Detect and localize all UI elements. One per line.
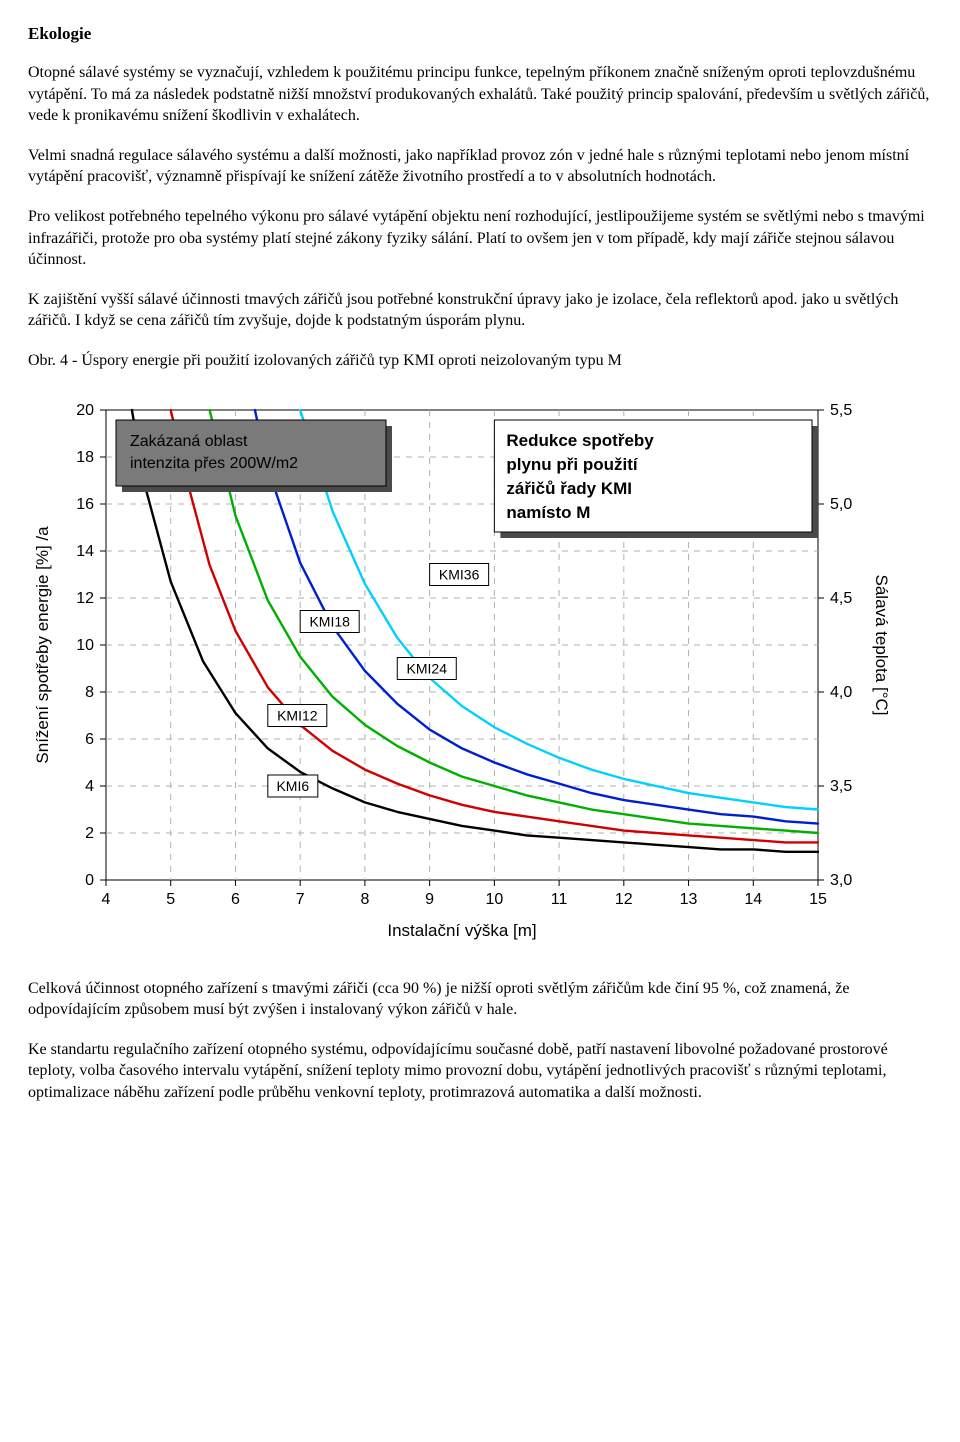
- svg-text:Instalační výška [m]: Instalační výška [m]: [387, 921, 536, 940]
- svg-text:KMI12: KMI12: [277, 707, 318, 723]
- svg-text:5,5: 5,5: [830, 402, 852, 419]
- paragraph: Otopné sálavé systémy se vyznačují, vzhl…: [28, 62, 932, 127]
- paragraph: Celková účinnost otopného zařízení s tma…: [28, 978, 932, 1021]
- svg-text:4: 4: [85, 778, 94, 795]
- svg-text:Sálavá teplota [°C]: Sálavá teplota [°C]: [872, 574, 888, 715]
- svg-text:3,5: 3,5: [830, 778, 852, 795]
- svg-text:intenzita přes 200W/m2: intenzita přes 200W/m2: [130, 455, 298, 472]
- svg-text:4,5: 4,5: [830, 590, 852, 607]
- svg-text:0: 0: [85, 872, 94, 889]
- svg-text:KMI6: KMI6: [276, 778, 309, 794]
- svg-text:4,0: 4,0: [830, 684, 852, 701]
- paragraph: Ke standartu regulačního zařízení otopné…: [28, 1039, 932, 1104]
- svg-text:Snížení spotřeby energie [%]: Snížení spotřeby energie [%] /a: [33, 525, 52, 763]
- svg-text:9: 9: [425, 891, 434, 908]
- svg-text:12: 12: [615, 891, 633, 908]
- svg-text:7: 7: [296, 891, 305, 908]
- svg-text:15: 15: [809, 891, 827, 908]
- svg-text:6: 6: [85, 731, 94, 748]
- svg-text:14: 14: [76, 543, 94, 560]
- svg-text:20: 20: [76, 402, 94, 419]
- svg-text:8: 8: [85, 684, 94, 701]
- svg-text:plynu při použití: plynu při použití: [506, 455, 639, 474]
- svg-text:5: 5: [166, 891, 175, 908]
- svg-text:11: 11: [551, 891, 568, 908]
- paragraph: K zajištění vyšší sálavé účinnosti tmavý…: [28, 289, 932, 332]
- svg-text:4: 4: [102, 891, 111, 908]
- svg-text:KMI24: KMI24: [407, 660, 448, 676]
- svg-text:10: 10: [76, 637, 94, 654]
- paragraph: Velmi snadná regulace sálavého systému a…: [28, 145, 932, 188]
- svg-text:KMI18: KMI18: [309, 613, 350, 629]
- svg-text:18: 18: [76, 449, 94, 466]
- svg-text:13: 13: [680, 891, 698, 908]
- svg-text:Redukce spotřeby: Redukce spotřeby: [506, 431, 654, 450]
- svg-text:KMI36: KMI36: [439, 566, 480, 582]
- svg-text:10: 10: [485, 891, 503, 908]
- line-chart-svg: 4 5 6 7 8 9 10 11 12 13 14 15 0 2 4 6 8 10 12 14 16 18 20 3,0 3,…: [28, 390, 888, 950]
- svg-text:8: 8: [360, 891, 369, 908]
- svg-text:6: 6: [231, 891, 240, 908]
- svg-text:3,0: 3,0: [830, 872, 852, 889]
- svg-text:12: 12: [76, 590, 94, 607]
- svg-text:zářičů řady KMI: zářičů řady KMI: [506, 479, 632, 498]
- page-title: Ekologie: [28, 24, 932, 44]
- svg-text:namísto M: namísto M: [506, 503, 590, 522]
- svg-text:14: 14: [744, 891, 762, 908]
- figure-caption: Obr. 4 - Úspory energie při použití izol…: [28, 350, 932, 372]
- svg-text:2: 2: [85, 825, 94, 842]
- svg-text:Zakázaná oblast: Zakázaná oblast: [130, 433, 248, 450]
- svg-text:16: 16: [76, 496, 94, 513]
- svg-text:5,0: 5,0: [830, 496, 852, 513]
- energy-savings-chart: 4 5 6 7 8 9 10 11 12 13 14 15 0 2 4 6 8 10 12 14 16 18 20 3,0 3,…: [28, 390, 888, 950]
- paragraph: Pro velikost potřebného tepelného výkonu…: [28, 206, 932, 271]
